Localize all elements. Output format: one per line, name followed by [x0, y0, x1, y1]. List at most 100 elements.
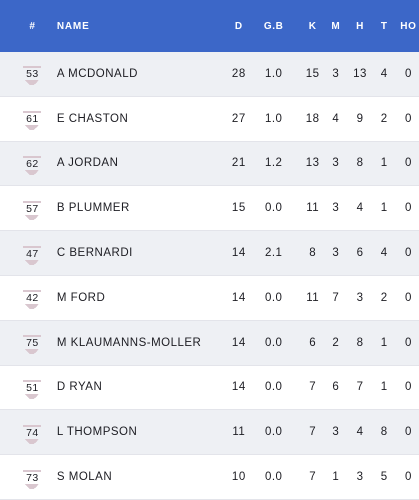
- stat-m: 3: [332, 202, 340, 215]
- stat-d: 14: [231, 336, 246, 349]
- stat-gb: 0.0: [264, 291, 283, 304]
- table-row[interactable]: 73 S MOLAN 10 0.0 7 1 3 5 0: [0, 455, 419, 500]
- stat-d: 15: [231, 202, 246, 215]
- stat-k: 13: [305, 157, 320, 170]
- stat-m: 3: [332, 67, 340, 80]
- stat-t: 1: [380, 202, 388, 215]
- stat-ho: 0: [404, 157, 412, 170]
- header-k[interactable]: K: [308, 20, 317, 32]
- stat-k: 8: [309, 247, 317, 260]
- stat-ho: 0: [404, 471, 412, 484]
- table-row[interactable]: 42 M FORD 14 0.0 11 7 3 2 0: [0, 275, 419, 321]
- stat-gb: 1.2: [264, 157, 283, 170]
- table-row[interactable]: 61 E CHASTON 27 1.0 18 4 9 2 0: [0, 96, 419, 142]
- stat-h: 4: [356, 426, 364, 439]
- stat-h: 13: [353, 67, 367, 80]
- stat-h: 4: [356, 202, 364, 215]
- table-row[interactable]: 47 C BERNARDI 14 2.1 8 3 6 4 0: [0, 231, 419, 276]
- table-row[interactable]: 74 L THOMPSON 11 0.0 7 3 4 8 0: [0, 410, 419, 456]
- stat-gb: 2.1: [264, 247, 283, 260]
- stat-k: 7: [309, 426, 317, 439]
- stat-gb: 0.0: [264, 336, 283, 349]
- player-name: M FORD: [56, 291, 106, 304]
- player-name: E CHASTON: [56, 112, 129, 125]
- stat-ho: 0: [404, 67, 412, 80]
- table-row[interactable]: 51 D RYAN 14 0.0 7 6 7 1 0: [0, 365, 419, 411]
- stat-h: 3: [356, 471, 364, 484]
- stat-h: 6: [356, 247, 364, 260]
- player-name: A MCDONALD: [56, 67, 138, 80]
- stat-ho: 0: [404, 426, 412, 439]
- header-h[interactable]: H: [356, 20, 364, 32]
- table-row[interactable]: 75 M KLAUMANNS-MOLLER 14 0.0 6 2 8 1 0: [0, 320, 419, 366]
- stat-m: 3: [332, 426, 340, 439]
- home-plate-icon: 47: [22, 245, 42, 260]
- home-plate-icon: 74: [22, 424, 42, 439]
- header-number[interactable]: #: [29, 20, 36, 32]
- home-plate-icon: 73: [22, 469, 42, 484]
- stat-m: 3: [332, 247, 340, 260]
- table-row[interactable]: 62 A JORDAN 21 1.2 13 3 8 1 0: [0, 141, 419, 187]
- player-number: 62: [18, 155, 47, 170]
- stat-k: 7: [309, 381, 317, 394]
- stat-gb: 0.0: [264, 202, 283, 215]
- player-name: C BERNARDI: [56, 247, 133, 260]
- header-d[interactable]: D: [234, 20, 243, 32]
- stat-gb: 0.0: [264, 381, 283, 394]
- stat-d: 10: [231, 471, 246, 484]
- player-number: 51: [18, 379, 47, 394]
- home-plate-icon: 42: [22, 290, 42, 304]
- table-header: # NAME D G.B K M H T HO: [0, 0, 419, 52]
- stat-k: 15: [305, 67, 320, 80]
- home-plate-icon: 51: [22, 379, 42, 394]
- table-row[interactable]: 53 A MCDONALD 28 1.0 15 3 13 4 0: [0, 52, 419, 97]
- stat-k: 6: [309, 336, 317, 349]
- stat-ho: 0: [404, 247, 412, 260]
- stat-gb: 1.0: [264, 67, 283, 80]
- home-plate-icon: 61: [22, 111, 42, 125]
- player-name: L THOMPSON: [56, 426, 138, 439]
- stat-m: 6: [332, 381, 340, 394]
- stat-t: 5: [380, 471, 388, 484]
- header-ho[interactable]: HO: [400, 20, 417, 32]
- player-name: A JORDAN: [56, 157, 119, 170]
- stat-t: 8: [380, 426, 388, 439]
- header-gb[interactable]: G.B: [263, 20, 284, 32]
- stat-gb: 1.0: [264, 112, 283, 125]
- player-number: 53: [18, 66, 47, 80]
- header-name[interactable]: NAME: [56, 20, 90, 32]
- player-number: 61: [18, 111, 47, 125]
- player-name: B PLUMMER: [56, 202, 130, 215]
- stat-h: 3: [356, 291, 364, 304]
- stat-ho: 0: [404, 381, 412, 394]
- stat-d: 14: [231, 247, 246, 260]
- stat-m: 7: [332, 291, 340, 304]
- stat-t: 2: [380, 112, 388, 125]
- player-number: 47: [18, 245, 47, 260]
- stat-ho: 0: [404, 291, 412, 304]
- home-plate-icon: 53: [22, 66, 42, 80]
- player-number: 73: [18, 469, 47, 484]
- stat-m: 1: [332, 471, 340, 484]
- stat-d: 11: [232, 426, 246, 439]
- header-m[interactable]: M: [331, 20, 341, 32]
- stat-m: 2: [332, 336, 340, 349]
- stat-m: 3: [332, 157, 340, 170]
- player-number: 75: [18, 335, 47, 349]
- home-plate-icon: 57: [22, 200, 42, 215]
- table-row[interactable]: 57 B PLUMMER 15 0.0 11 3 4 1 0: [0, 186, 419, 232]
- stat-ho: 0: [404, 202, 412, 215]
- stat-k: 18: [305, 112, 320, 125]
- stat-t: 2: [380, 291, 388, 304]
- stat-t: 4: [380, 67, 388, 80]
- player-name: M KLAUMANNS-MOLLER: [56, 336, 202, 349]
- header-t[interactable]: T: [380, 20, 388, 32]
- player-number: 74: [18, 424, 47, 439]
- player-number: 57: [18, 200, 47, 215]
- stat-k: 7: [309, 471, 317, 484]
- stat-h: 9: [356, 112, 364, 125]
- stat-t: 4: [380, 247, 388, 260]
- stat-h: 7: [356, 381, 364, 394]
- stat-h: 8: [356, 336, 364, 349]
